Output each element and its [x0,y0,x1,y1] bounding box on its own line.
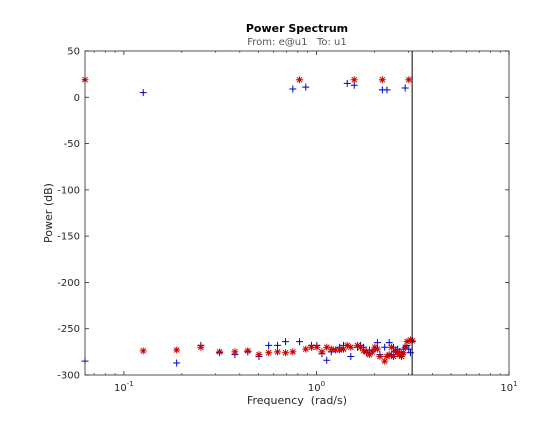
data-point [332,346,340,354]
chart-title: Power Spectrum [246,22,348,35]
data-point [274,341,282,349]
data-point [173,359,181,367]
y-axis-label: Power (dB) [42,183,55,243]
data-point [289,85,297,93]
y-tick-label: 50 [67,47,80,58]
data-point [347,352,355,360]
data-point [336,346,344,354]
x-tick-base: 10 [500,383,513,394]
data-point [399,349,407,357]
data-point [354,341,362,349]
chart-subtitle: From: e@u1 To: u1 [247,37,347,48]
x-tick-label: 100 [308,380,325,394]
data-point [231,348,239,356]
data-point [327,345,335,353]
data-point [378,76,386,84]
data-point [343,79,351,87]
data-point [282,338,290,346]
data-point [381,357,389,365]
data-point [307,343,315,351]
x-tick-exponent: 0 [321,380,325,388]
data-point [139,347,147,355]
data-point [373,345,381,353]
y-tick-label: -200 [57,278,80,289]
axis-ticks [85,50,510,376]
data-point [197,343,205,351]
data-point [376,352,384,360]
x-tick-label: 101 [500,380,517,394]
data-point [401,343,409,351]
data-point [289,348,297,356]
data-point [274,348,282,356]
x-axis-label: Frequency (rad/s) [247,394,347,407]
data-point [323,343,331,351]
x-tick-base: 10 [308,383,321,394]
data-point [173,346,181,354]
series-star-markers [81,76,416,365]
data-point [350,76,358,84]
data-point [405,76,413,84]
data-point [318,348,326,356]
data-point [347,343,355,351]
data-point [302,83,310,91]
data-point [255,351,263,359]
data-point [216,348,224,356]
data-point [296,76,304,84]
y-tick-label: -250 [57,324,80,335]
data-point [363,348,371,356]
y-tick-label: -50 [64,139,80,150]
data-point [397,352,405,360]
y-tick-label: -300 [57,371,80,382]
data-point [323,356,331,364]
data-point [313,343,321,351]
axes-box [84,50,510,376]
data-point [244,347,252,355]
y-tick-label: -150 [57,232,80,243]
data-point [381,343,389,351]
plot-area [85,51,509,375]
data-point [139,89,147,97]
data-point [282,349,290,357]
data-point [265,349,273,357]
x-tick-exponent: 1 [513,380,517,388]
data-point [406,336,414,344]
data-point [390,352,398,360]
data-point [343,341,351,349]
data-marks [81,76,416,367]
data-point [365,351,373,359]
data-point [385,351,393,359]
x-tick-exponent: -1 [127,380,134,388]
data-point [383,86,391,94]
y-tick-label: -100 [57,185,80,196]
data-point [265,341,273,349]
data-point [406,349,414,357]
data-point [368,348,376,356]
data-point [387,343,395,351]
data-point [302,345,310,353]
y-tick-label: 0 [74,93,80,104]
data-point [403,338,411,346]
x-tick-base: 10 [114,383,127,394]
data-point [360,347,368,355]
x-tick-label: 10-1 [114,380,134,394]
data-point [340,345,348,353]
data-point [357,343,365,351]
data-point [296,338,304,346]
data-point [401,84,409,92]
